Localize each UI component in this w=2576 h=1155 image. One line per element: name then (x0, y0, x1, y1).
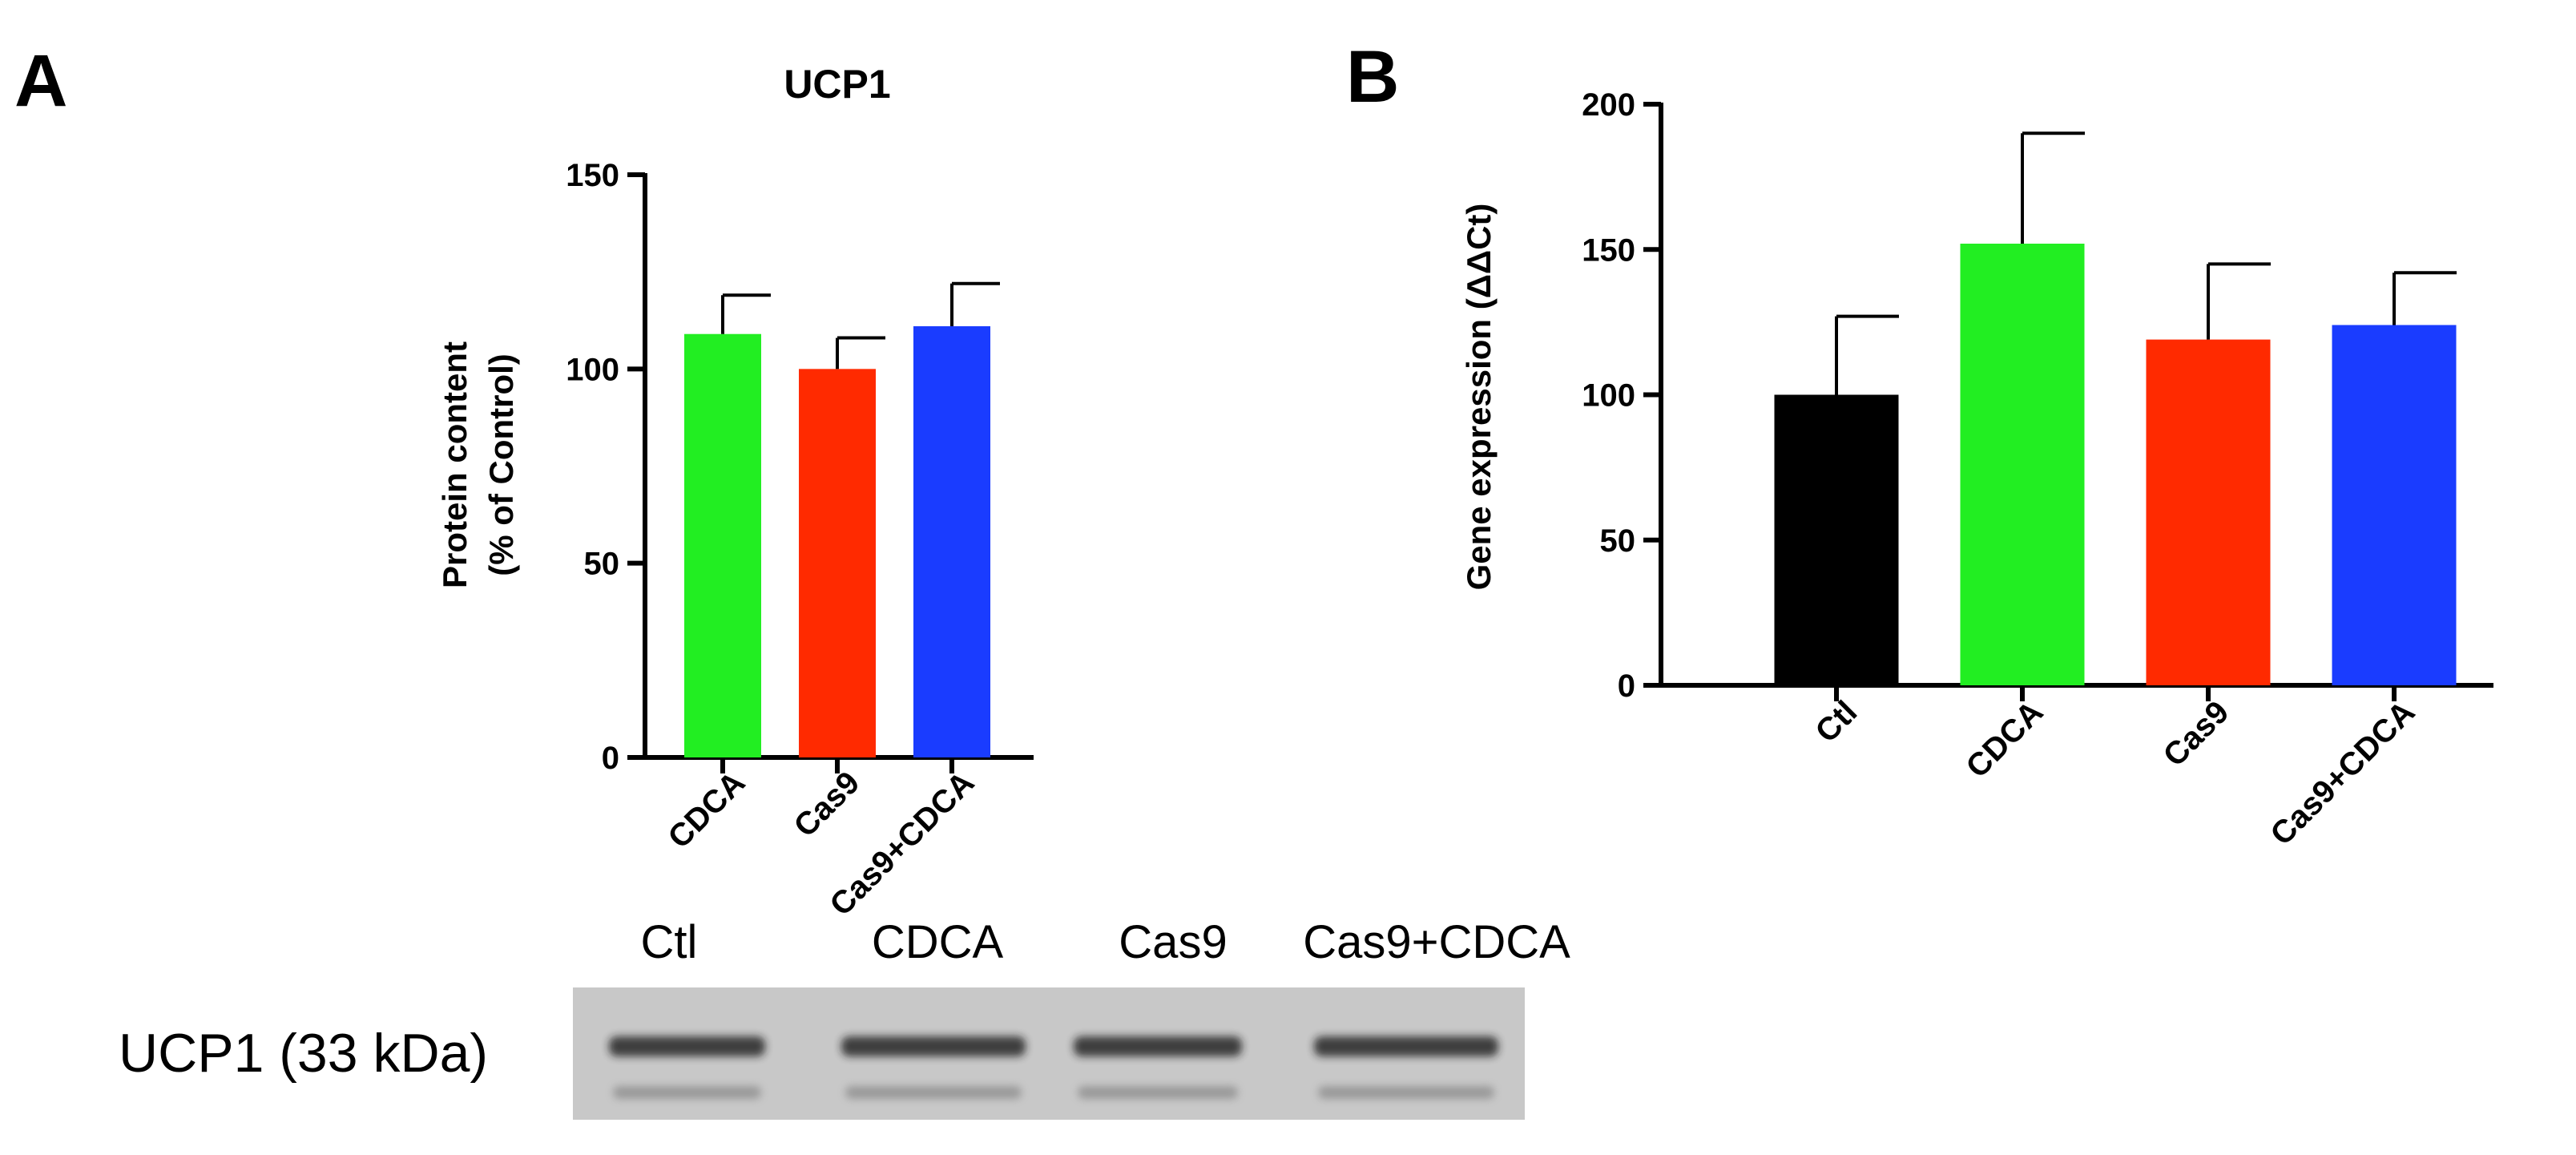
chart-b-category-label: Ctl (1809, 694, 1864, 749)
blot-lane-label: Ctl (641, 916, 698, 968)
chart-b-category-label: CDCA (1960, 694, 2050, 785)
chart-a-bar (684, 333, 761, 757)
blot-image (573, 987, 1525, 1120)
blot-band-upper (609, 1036, 765, 1056)
chart-b-bar (1774, 394, 1899, 685)
blot-protein-label: UCP1 (33 kDa) (119, 1023, 488, 1084)
panel-letter-a: A (14, 40, 67, 122)
chart-b-y-tick-label: 100 (1582, 378, 1635, 414)
chart-b-bar (2332, 325, 2457, 685)
chart-b-ylabel: Gene expression (ΔΔCt) (1460, 204, 1498, 591)
chart-a-ylabel-line: Protein content (436, 341, 474, 588)
chart-a-bar (799, 369, 876, 757)
chart-a-title: UCP1 (784, 62, 890, 107)
blot-band-upper (841, 1036, 1026, 1056)
chart-b-bar (1960, 244, 2085, 685)
chart-a-y-tick-label: 0 (602, 741, 619, 776)
chart-b-bar (2146, 339, 2271, 685)
western-blot: UCP1 (33 kDa) Ctl CDCA Cas9 Cas9+CDCA (119, 916, 1570, 1120)
chart-a-ylabel-line: (% of Control) (482, 353, 520, 576)
chart-a-bar (913, 326, 990, 757)
chart-b-y-tick-label: 150 (1582, 232, 1635, 268)
blot-lane-label: Cas9+CDCA (1303, 916, 1570, 968)
chart-a: UCP1 Protein content (% of Control) 0 50 10… (436, 62, 1034, 923)
chart-b-category-label: Cas9+CDCA (2264, 694, 2421, 852)
chart-a-y-tick-label: 100 (566, 352, 619, 387)
chart-b-y-tick-label: 50 (1600, 523, 1636, 559)
chart-a-y-tick-label: 150 (566, 158, 619, 193)
blot-band-upper (1074, 1036, 1242, 1056)
chart-b-plot: 0 50 100 150 200 Ctl CDCA Cas9 Cas9+CDCA (1582, 87, 2493, 852)
chart-a-y-tick-label: 50 (584, 547, 620, 582)
blot-band-lower (845, 1086, 1022, 1099)
blot-band-lower (1078, 1086, 1238, 1099)
chart-b: Gene expression (ΔΔCt) 0 50 100 150 200 Ctl CD… (1460, 87, 2493, 852)
chart-a-category-label: Cas9 (788, 765, 867, 844)
chart-b-y-tick-label: 200 (1582, 87, 1635, 123)
blot-lane-labels: Ctl CDCA Cas9 Cas9+CDCA (641, 916, 1571, 968)
chart-a-category-label: CDCA (662, 765, 752, 855)
chart-a-ylabel: Protein content (% of Control) (436, 341, 520, 588)
blot-lane-label: Cas9 (1119, 916, 1227, 968)
chart-b-category-label: Cas9 (2157, 694, 2236, 773)
blot-band-lower (613, 1086, 761, 1099)
blot-lane-label: CDCA (872, 916, 1004, 968)
chart-b-ylabel: Gene expression (ΔΔCt) (1460, 204, 1498, 591)
chart-b-y-tick-label: 0 (1618, 668, 1635, 704)
panel-letter-b: B (1346, 36, 1399, 118)
blot-band-lower (1318, 1086, 1494, 1099)
blot-band-upper (1314, 1036, 1498, 1056)
